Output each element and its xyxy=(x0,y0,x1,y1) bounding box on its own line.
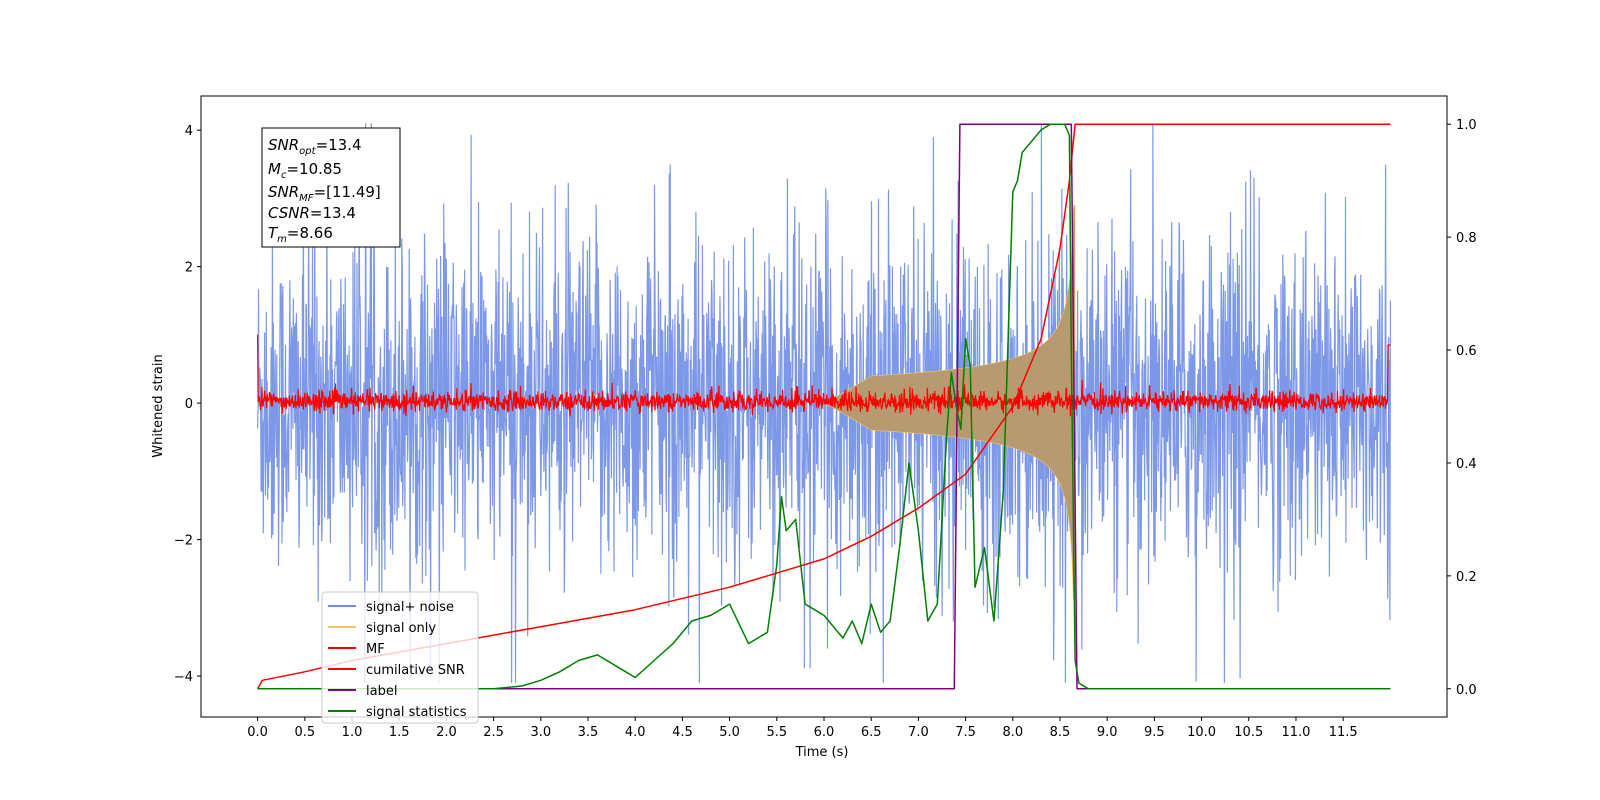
x-tick-label: 7.5 xyxy=(955,725,976,740)
legend-entry: label xyxy=(366,684,397,699)
y-axis-label: Whitened strain xyxy=(151,354,166,457)
x-tick-label: 8.0 xyxy=(1002,725,1023,740)
y-tick-label: 4 xyxy=(185,124,193,139)
x-tick-label: 0.0 xyxy=(247,725,268,740)
y-tick-label: 0 xyxy=(185,397,193,412)
x-tick-label: 4.0 xyxy=(625,725,646,740)
x-tick-label: 9.5 xyxy=(1144,725,1165,740)
x-tick-label: 0.5 xyxy=(294,725,315,740)
series-mf xyxy=(257,334,1391,417)
series-signal-noise xyxy=(257,123,1391,683)
y2-tick-label: 0.0 xyxy=(1456,683,1477,698)
x-axis-label: Time (s) xyxy=(795,745,849,760)
x-tick-label: 2.5 xyxy=(483,725,504,740)
x-tick-label: 1.5 xyxy=(389,725,410,740)
annotation-snr-opt: SNRopt=13.4 xyxy=(268,136,362,157)
y-axis-ticks: 4 2 0 −2 −4 xyxy=(174,124,201,685)
series-label xyxy=(257,123,1391,690)
y2-tick-label: 0.8 xyxy=(1456,231,1477,246)
legend-entry: MF xyxy=(366,642,385,657)
annotation-mc: Mc=10.85 xyxy=(268,160,342,181)
annotation-tm: Tm=8.66 xyxy=(268,224,333,245)
y-tick-label: 2 xyxy=(185,261,193,276)
y2-tick-label: 0.4 xyxy=(1456,457,1477,472)
x-tick-label: 8.5 xyxy=(1050,725,1071,740)
legend-entry: signal+ noise xyxy=(366,600,454,615)
y2-tick-label: 0.2 xyxy=(1456,570,1477,585)
x-tick-label: 2.0 xyxy=(436,725,457,740)
x-tick-label: 9.0 xyxy=(1097,725,1118,740)
x-tick-label: 11.5 xyxy=(1329,725,1358,740)
x-axis-ticks: 0.0 0.5 1.0 1.5 2.0 2.5 3.0 3.5 4.0 4.5 5.0 5.5 6.0 6… xyxy=(247,717,1358,740)
x-tick-label: 1.0 xyxy=(342,725,363,740)
x-tick-label: 5.0 xyxy=(719,725,740,740)
annotation-box: SNRopt=13.4 Mc=10.85 SNRMF=[11.49] CSNR=… xyxy=(261,127,401,248)
x-tick-label: 3.5 xyxy=(578,725,599,740)
x-tick-label: 10.0 xyxy=(1187,725,1216,740)
x-tick-label: 5.5 xyxy=(766,725,787,740)
y2-tick-label: 1.0 xyxy=(1456,118,1477,133)
annotation-csnr: CSNR=13.4 xyxy=(268,204,356,222)
y2-axis-ticks: 1.0 0.8 0.6 0.4 0.2 0.0 xyxy=(1447,118,1477,698)
x-tick-label: 3.0 xyxy=(530,725,551,740)
legend: signal+ noise signal only MF cumilative SNR… xyxy=(321,591,479,724)
x-tick-label: 10.5 xyxy=(1234,725,1263,740)
x-tick-label: 6.5 xyxy=(861,725,882,740)
x-tick-label: 11.0 xyxy=(1281,725,1310,740)
y2-tick-label: 0.6 xyxy=(1456,344,1477,359)
legend-entry: signal statistics xyxy=(366,705,467,720)
series-layer xyxy=(256,123,1391,690)
legend-entry: cumilative SNR xyxy=(366,663,465,678)
x-tick-label: 4.5 xyxy=(672,725,693,740)
x-tick-label: 6.0 xyxy=(814,725,835,740)
series-signal-statistics xyxy=(257,123,1391,690)
y-tick-label: −4 xyxy=(174,670,193,685)
x-tick-label: 7.0 xyxy=(908,725,929,740)
legend-entry: signal only xyxy=(366,621,436,636)
y-tick-label: −2 xyxy=(174,534,193,549)
annotation-snr-mf: SNRMF=[11.49] xyxy=(268,183,381,204)
